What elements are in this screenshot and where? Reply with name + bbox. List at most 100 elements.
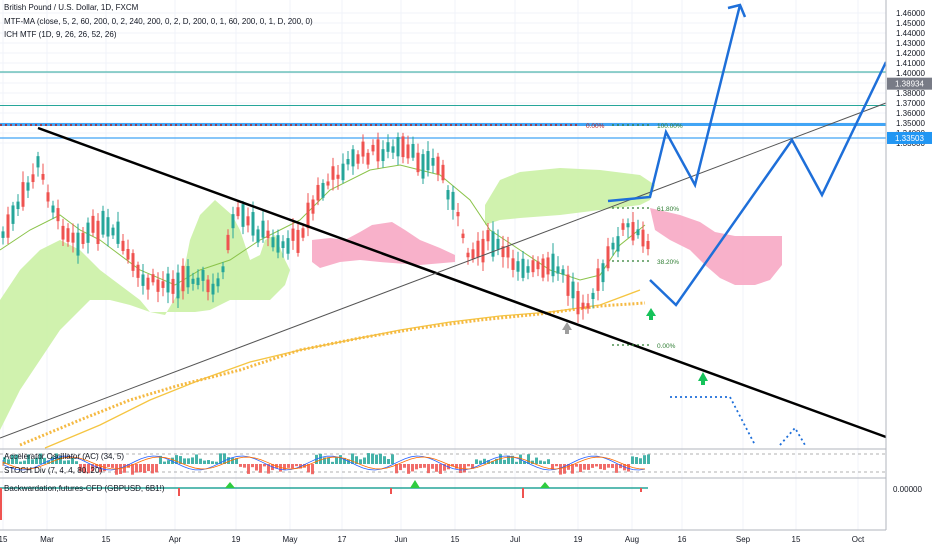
candle-body bbox=[366, 152, 370, 165]
candle-body bbox=[401, 136, 405, 158]
ac-bar bbox=[411, 464, 414, 472]
candle-body bbox=[156, 279, 160, 292]
drawing-overlays: 0.00% 100.00% 61.80% 38.20% 0.00% bbox=[0, 3, 888, 446]
backwardation-bar bbox=[178, 488, 180, 496]
ac-bar bbox=[35, 457, 38, 464]
ac-bar bbox=[539, 460, 542, 464]
time-tick-label: Aug bbox=[625, 535, 639, 544]
ac-bar bbox=[391, 454, 394, 464]
ac-bar bbox=[255, 464, 258, 471]
projection-path-up[interactable] bbox=[607, 4, 742, 203]
fib-label: 0.00% bbox=[657, 343, 676, 350]
candle-body bbox=[136, 264, 140, 278]
candle-body bbox=[566, 274, 570, 296]
price-axis-background bbox=[886, 0, 932, 550]
projection-arrow-head[interactable] bbox=[727, 3, 747, 18]
ac-bar bbox=[155, 464, 158, 473]
green-up-arrow-icon bbox=[698, 372, 708, 385]
descending-trendline[interactable] bbox=[37, 126, 887, 439]
ac-bar bbox=[95, 464, 98, 468]
ac-bar bbox=[279, 464, 282, 472]
candle-body bbox=[256, 229, 260, 243]
price-tick-label: 1.44000 bbox=[896, 29, 925, 38]
time-tick-label: 15 bbox=[0, 535, 8, 544]
ac-bar bbox=[139, 464, 142, 473]
candle-body bbox=[101, 210, 105, 235]
ac-bar bbox=[3, 457, 6, 464]
candles bbox=[1, 132, 650, 323]
ac-bar bbox=[123, 464, 126, 473]
mtf-ma-indicator-label[interactable]: MTF-MA (close, 5, 2, 60, 200, 0, 2, 240,… bbox=[4, 17, 313, 26]
ac-bar bbox=[163, 461, 166, 464]
backwardation-value: 0.00000 bbox=[893, 485, 922, 494]
candle-body bbox=[56, 208, 60, 222]
candle-body bbox=[131, 253, 135, 271]
candle-body bbox=[596, 268, 600, 291]
candle-body bbox=[626, 223, 630, 228]
candle-body bbox=[381, 149, 385, 162]
time-axis[interactable]: 15 Mar 15 Apr 19 May 17 Jun 15 Jul 19 Aug 16 Sep 15 Oct bbox=[0, 529, 886, 544]
candle-body bbox=[491, 231, 495, 257]
support-price-badge bbox=[887, 131, 932, 144]
candle-body bbox=[221, 266, 225, 273]
ac-bar bbox=[507, 455, 510, 464]
ascending-trendline[interactable] bbox=[0, 102, 887, 439]
candle-body bbox=[226, 234, 230, 251]
ac-bar bbox=[619, 464, 622, 469]
ac-bar bbox=[31, 459, 34, 464]
candle-body bbox=[36, 156, 40, 168]
ac-bar bbox=[451, 464, 454, 467]
ac-bar bbox=[11, 454, 14, 464]
ac-bar bbox=[291, 464, 294, 469]
candle-body bbox=[531, 260, 535, 273]
ac-bar bbox=[631, 456, 634, 464]
candle-body bbox=[206, 279, 210, 293]
ac-bar bbox=[543, 461, 546, 464]
price-tick-label: 1.41000 bbox=[896, 59, 925, 68]
price-axis[interactable]: 1.460001.450001.440001.430001.420001.410… bbox=[885, 0, 932, 550]
ichimoku-indicator-label[interactable]: ICH MTF (1D, 9, 26, 26, 52, 26) bbox=[4, 30, 117, 39]
candle-body bbox=[246, 216, 250, 226]
ac-bar bbox=[267, 464, 270, 474]
ac-bar bbox=[311, 464, 314, 475]
stoch-div-label[interactable]: STOCH Div (7, 4, 4, 80, 20) bbox=[4, 466, 103, 475]
candle-body bbox=[51, 205, 55, 213]
projection-dotted[interactable] bbox=[670, 396, 806, 446]
ac-bar bbox=[363, 457, 366, 464]
candle-body bbox=[621, 223, 625, 230]
time-tick-label: 19 bbox=[574, 535, 583, 544]
ac-bar bbox=[179, 456, 182, 464]
ac-bar bbox=[323, 457, 326, 464]
accelerator-oscillator-label[interactable]: Accelerator Oscillator (AC) (34, 5) bbox=[4, 452, 125, 461]
candle-body bbox=[551, 253, 555, 277]
candle-body bbox=[316, 184, 320, 201]
projection-path-alt[interactable] bbox=[649, 61, 888, 307]
candle-body bbox=[371, 144, 375, 152]
backwardation-label[interactable]: Backwardation,futures-CFD (GBPUSD, 6B1!) bbox=[4, 484, 165, 493]
stoch-d-line bbox=[2, 456, 646, 470]
ac-bar bbox=[431, 464, 434, 469]
ac-bar bbox=[559, 464, 562, 475]
candle-body bbox=[406, 144, 410, 159]
ac-bar bbox=[23, 460, 26, 464]
ac-bar bbox=[627, 464, 630, 472]
ac-bar bbox=[527, 454, 530, 464]
price-tick-label: 1.45000 bbox=[896, 19, 925, 28]
oscillator-panes bbox=[0, 448, 932, 520]
ac-bar bbox=[71, 458, 74, 464]
candle-body bbox=[251, 212, 255, 236]
candle-body bbox=[11, 205, 15, 224]
ac-bar bbox=[563, 464, 566, 474]
candle-body bbox=[606, 246, 610, 269]
candle-body bbox=[31, 174, 35, 183]
ac-bar bbox=[439, 464, 442, 474]
ac-bar bbox=[615, 464, 618, 473]
candle-body bbox=[76, 232, 80, 256]
time-tick-label: May bbox=[282, 535, 297, 544]
candle-body bbox=[426, 151, 430, 171]
price-tick-label: 1.37000 bbox=[896, 99, 925, 108]
ac-bar bbox=[147, 464, 150, 472]
ac-bar bbox=[219, 453, 222, 464]
